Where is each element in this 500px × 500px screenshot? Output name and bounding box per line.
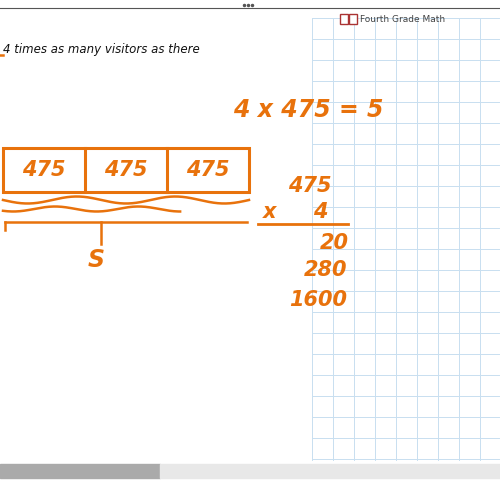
- Text: 4 times as many visitors as there: 4 times as many visitors as there: [3, 43, 200, 56]
- Bar: [3, 148, 249, 192]
- Text: 280: 280: [304, 260, 348, 280]
- Text: S: S: [88, 248, 105, 272]
- Text: 1600: 1600: [289, 290, 347, 310]
- Text: 475: 475: [186, 160, 230, 180]
- Text: x: x: [263, 202, 277, 222]
- Bar: [340, 14, 348, 24]
- Bar: [160, 464, 500, 478]
- Text: 475: 475: [104, 160, 148, 180]
- Text: Fourth Grade Math: Fourth Grade Math: [360, 14, 445, 24]
- Text: 475: 475: [22, 160, 66, 180]
- Bar: [349, 14, 357, 24]
- Text: 4 x 475 = 5: 4 x 475 = 5: [233, 98, 384, 122]
- Bar: [0, 464, 160, 478]
- Text: 475: 475: [288, 176, 332, 196]
- Text: 4: 4: [313, 202, 327, 222]
- Text: 20: 20: [320, 233, 348, 253]
